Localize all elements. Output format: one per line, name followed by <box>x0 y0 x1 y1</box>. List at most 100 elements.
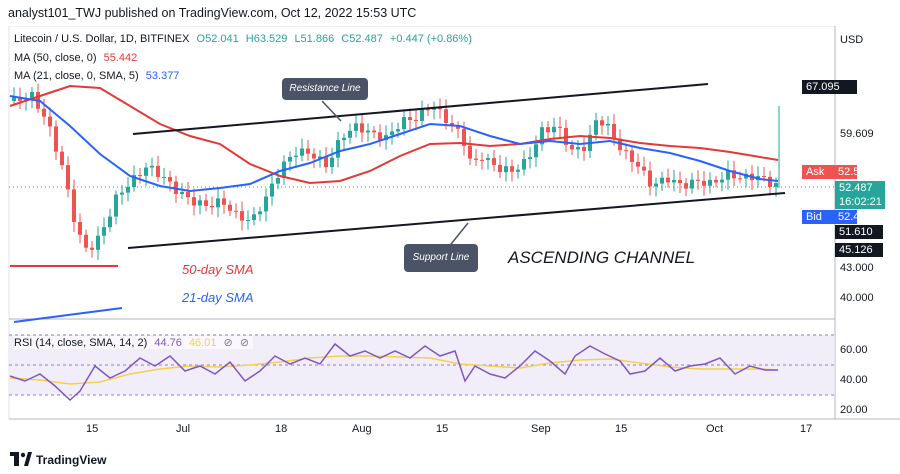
candle-body <box>192 197 196 206</box>
candle-body <box>468 145 472 159</box>
candle-body <box>738 178 742 180</box>
price-label-low: 45.126 <box>835 243 883 257</box>
candle-body <box>534 144 538 158</box>
candle-body <box>684 183 688 189</box>
candle-body <box>120 192 124 195</box>
candle-body <box>234 210 238 212</box>
candle-body <box>252 214 256 221</box>
candle-body <box>246 220 250 222</box>
candle-body <box>408 117 412 121</box>
candle-body <box>690 179 694 189</box>
candle-body <box>90 247 94 250</box>
support-callout[interactable]: Support Line <box>404 244 478 272</box>
channel-annotation: ASCENDING CHANNEL <box>508 248 696 267</box>
candle-body <box>552 126 556 133</box>
tradingview-brand[interactable]: TradingView <box>36 453 107 467</box>
symbol-name: Litecoin / U.S. Dollar, 1D, BITFINEX <box>14 33 190 45</box>
candle-body <box>378 132 382 141</box>
resistance-line <box>132 83 709 135</box>
candle-body <box>390 131 394 136</box>
ma21-legend[interactable]: MA (21, close, 0, SMA, 5) 53.377 <box>14 70 183 82</box>
candle-body <box>396 129 400 132</box>
candle-body <box>480 159 484 161</box>
date-tick: Sep <box>531 423 551 435</box>
candle-body <box>570 144 574 150</box>
candle-body <box>372 130 376 133</box>
candle-body <box>204 200 208 206</box>
candle-body <box>198 200 202 206</box>
currency-label: USD <box>840 34 864 46</box>
candle-body <box>732 170 736 179</box>
candle-body <box>60 151 64 166</box>
candle-body <box>186 191 190 198</box>
candle-body <box>720 179 724 183</box>
chart-area[interactable]: Litecoin / U.S. Dollar, 1D, BITFINEX O52… <box>0 25 900 446</box>
price-chart-svg[interactable] <box>0 25 900 446</box>
candle-body <box>264 196 268 212</box>
last-price-box: 52.487 <box>835 181 885 195</box>
candle-body <box>636 161 640 167</box>
candle-body <box>612 123 616 139</box>
candle-body <box>582 147 586 151</box>
rsi-line <box>9 342 778 402</box>
change-value: +0.447 (+0.86%) <box>389 33 472 45</box>
candle-body <box>600 120 604 126</box>
candle-body <box>162 177 166 179</box>
candle-body <box>708 179 712 186</box>
candle-body <box>168 177 172 182</box>
candle-body <box>594 120 598 135</box>
candle-body <box>516 169 520 172</box>
candle-body <box>462 128 466 146</box>
candle-body <box>12 97 16 101</box>
price-label-high: 67.095 <box>802 80 857 94</box>
candle-body <box>540 127 544 145</box>
candle-body <box>666 177 670 183</box>
candle-body <box>150 165 154 168</box>
resistance-callout[interactable]: Resistance Line <box>282 78 368 100</box>
candle-body <box>228 204 232 211</box>
candle-body <box>132 175 136 187</box>
date-tick: Jul <box>176 423 191 435</box>
candle-body <box>510 166 514 172</box>
candle-body <box>240 211 244 221</box>
tradingview-logo-icon[interactable] <box>10 452 32 466</box>
candle-body <box>30 92 34 100</box>
candle-body <box>324 156 328 168</box>
date-tick: 15 <box>615 423 628 435</box>
ma21-label: MA (21, close, 0, SMA, 5) <box>14 70 139 82</box>
sma21-annotation: 21-day SMA <box>182 290 254 305</box>
candle-body <box>426 109 430 111</box>
date-tick: 18 <box>275 423 288 435</box>
candle-body <box>714 179 718 183</box>
date-tick: Oct <box>706 423 724 435</box>
resistance-pointer <box>321 100 342 122</box>
rsi-legend[interactable]: RSI (14, close, SMA, 14, 2) 44.76 46.01 … <box>14 336 254 349</box>
eye-icon[interactable]: ⊘ <box>223 337 233 349</box>
ma50-label: MA (50, close, 0) <box>14 52 97 64</box>
candle-body <box>438 107 442 110</box>
settings-icon[interactable]: ⊘ <box>239 337 250 349</box>
ma50-legend[interactable]: MA (50, close, 0) 55.442 <box>14 52 141 64</box>
candle-body <box>576 147 580 150</box>
candle-body <box>48 116 52 127</box>
candle-body <box>288 156 292 162</box>
price-label: 43.000 <box>840 262 874 274</box>
candle-body <box>420 109 424 121</box>
symbol-legend[interactable]: Litecoin / U.S. Dollar, 1D, BITFINEX O52… <box>14 33 476 45</box>
candle-body <box>276 177 280 184</box>
candle-body <box>768 176 772 187</box>
candle-body <box>726 170 730 180</box>
price-label-support: 51.610 <box>835 225 883 239</box>
candle-body <box>486 158 490 160</box>
sma21-legend-line <box>13 307 123 323</box>
rsi-value: 44.76 <box>154 337 182 349</box>
candle-body <box>312 153 316 159</box>
candle-body <box>672 179 676 183</box>
candle-body <box>528 157 532 160</box>
open-value: O52.041 <box>196 33 239 45</box>
sma50-annotation: 50-day SMA <box>182 262 254 277</box>
price-label: 40.000 <box>840 292 874 304</box>
candles-group <box>12 83 780 260</box>
candle-body <box>54 126 58 152</box>
date-tick: 15 <box>436 423 449 435</box>
